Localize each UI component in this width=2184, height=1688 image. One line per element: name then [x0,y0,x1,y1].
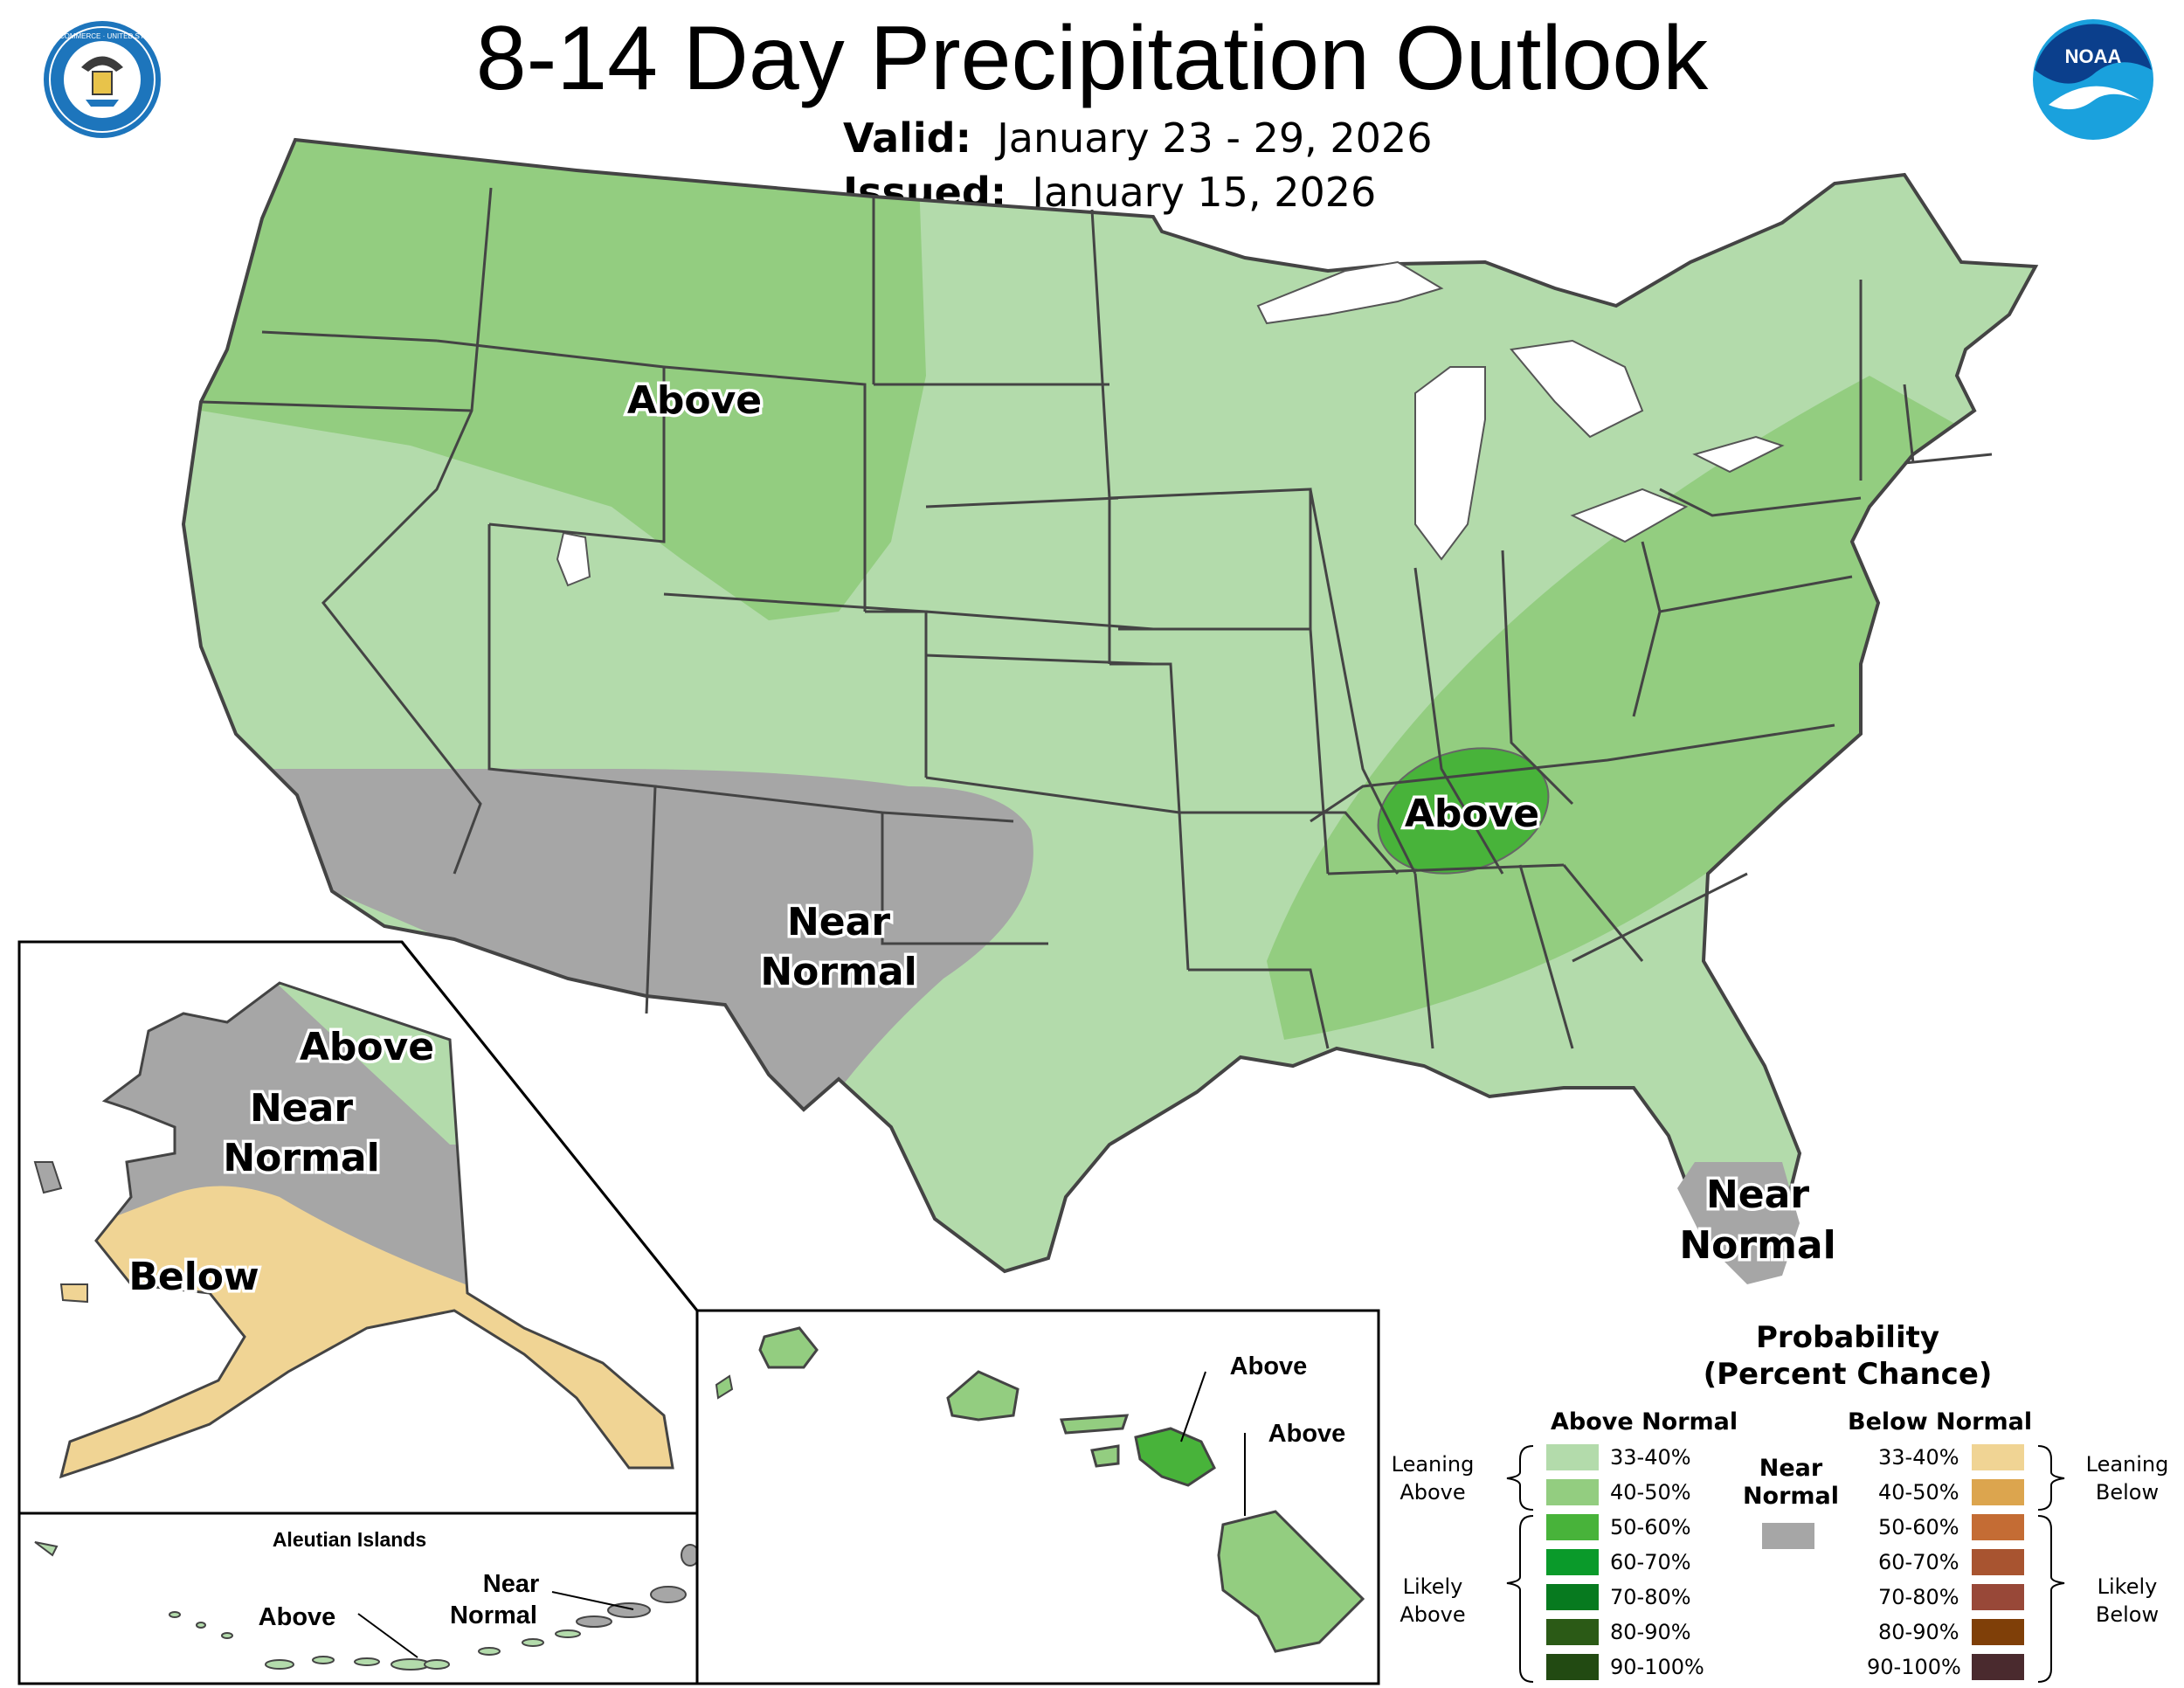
label-alaska-near-1: Near [250,1086,353,1131]
label-above-90-100: 90-100% [1610,1655,1704,1679]
legend-near-2: Normal [1742,1483,1840,1510]
maui-island [1134,1427,1216,1487]
likely-below-line-1: Likely [2097,1574,2158,1599]
legend-likely-below: Likely Below [2075,1573,2180,1629]
legend-near-normal: Near Normal [1738,1455,1843,1511]
valid-value: January 23 - 29, 2026 [997,114,1433,162]
label-aleutian-near-1: Near [483,1570,540,1598]
state-borders [200,187,1993,1049]
swatch-below-70-80 [1972,1584,2024,1610]
noaa-logo-text: NOAA [2065,45,2122,67]
legend-right-braces [2037,1445,2065,1683]
label-above-40-50: 40-50% [1610,1480,1691,1505]
valid-label: Valid: [843,114,971,162]
label-below-80-90: 80-90% [1878,1620,1959,1644]
noaa-logo-icon: NOAA [2033,19,2153,140]
label-above-60-70: 60-70% [1610,1550,1691,1574]
legend-leaning-above: Leaning Above [1385,1450,1481,1506]
label-aleutian-above: Above [259,1603,336,1631]
likely-below-line-2: Below [2095,1602,2160,1627]
swatch-above-50-60 [1546,1514,1599,1540]
label-hawaii-above-big-island: Above [1268,1420,1346,1448]
seal-text: DEPARTMENT OF COMMERCE · UNITED STATES O… [42,32,162,40]
label-below-40-50: 40-50% [1878,1480,1959,1505]
kauai-island [758,1326,819,1369]
swatch-below-40-50 [1972,1479,2024,1505]
label-near-southwest-2: Normal [760,950,916,994]
label-below-50-60: 50-60% [1878,1515,1959,1539]
swatch-above-70-80 [1546,1584,1599,1610]
probability-legend: Probability (Percent Chance) Above Norma… [1385,1319,2184,1686]
label-alaska-below: Below [128,1255,259,1299]
label-below-33-40: 33-40% [1878,1445,1959,1470]
swatch-above-40-50 [1546,1479,1599,1505]
alaska-outline [59,981,674,1479]
leaning-above-line-2: Above [1400,1480,1466,1505]
label-aleutian-title: Aleutian Islands [273,1528,426,1551]
label-aleutian-near-2: Normal [450,1602,537,1629]
lanai-island [1090,1444,1120,1468]
swatch-below-80-90 [1972,1619,2024,1645]
swatch-below-50-60 [1972,1514,2024,1540]
legend-likely-above: Likely Above [1385,1573,1481,1629]
label-hawaii-above-maui: Above [1230,1352,1308,1380]
swatch-below-33-40 [1972,1444,2024,1470]
leaning-below-line-1: Leaning [2085,1452,2169,1477]
northwest-above-region [192,140,926,620]
big-island [1217,1510,1365,1653]
label-above-70-80: 70-80% [1610,1585,1691,1609]
label-near-southwest-1: Near [787,900,890,944]
label-alaska-above: Above [300,1025,434,1069]
legend-heading-2: (Percent Chance) [1703,1357,1993,1392]
legend-above-title: Above Normal [1551,1408,1738,1435]
likely-above-line-1: Likely [1402,1574,1463,1599]
label-above-33-40: 33-40% [1610,1445,1691,1470]
leaning-above-line-1: Leaning [1391,1452,1475,1477]
commerce-seal-icon: DEPARTMENT OF COMMERCE · UNITED STATES O… [42,21,162,138]
swatch-above-60-70 [1546,1549,1599,1575]
label-near-florida-1: Near [1706,1173,1809,1217]
label-above-50-60: 50-60% [1610,1515,1691,1539]
oahu-island [946,1370,1019,1422]
leaning-below-line-2: Below [2095,1480,2160,1505]
legend-near-1: Near [1759,1455,1823,1482]
label-above-northwest: Above [627,378,762,423]
label-below-90-100: 90-100% [1867,1655,1961,1679]
swatch-above-80-90 [1546,1619,1599,1645]
swatch-near-normal [1762,1523,1814,1549]
valid-line: Valid: January 23 - 29, 2026 [843,114,1432,163]
label-near-florida-2: Normal [1679,1223,1835,1268]
label-below-70-80: 70-80% [1878,1585,1959,1609]
alaska-inset [17,940,699,1515]
swatch-above-33-40 [1546,1444,1599,1470]
map-title: 8-14 Day Precipitation Outlook [475,8,1709,109]
aleutian-inset [17,1512,700,1685]
great-lakes [556,260,1785,587]
legend-heading-1: Probability [1755,1320,1940,1355]
swatch-below-60-70 [1972,1549,2024,1575]
label-alaska-near-2: Normal [223,1136,379,1180]
label-above-80-90: 80-90% [1610,1620,1691,1644]
molokai-island [1059,1414,1130,1435]
hawaii-inset [695,1309,1380,1685]
swatch-below-90-100 [1972,1654,2024,1680]
legend-left-braces [1506,1445,1534,1683]
issued-value: January 15, 2026 [1032,169,1377,216]
legend-leaning-below: Leaning Below [2075,1450,2180,1506]
swatch-above-90-100 [1546,1654,1599,1680]
label-below-60-70: 60-70% [1878,1550,1959,1574]
southwest-near-normal-region [227,769,1033,1127]
likely-above-line-2: Above [1400,1602,1466,1627]
label-above-tennessee: Above [1405,792,1539,836]
legend-below-title: Below Normal [1848,1408,2033,1435]
